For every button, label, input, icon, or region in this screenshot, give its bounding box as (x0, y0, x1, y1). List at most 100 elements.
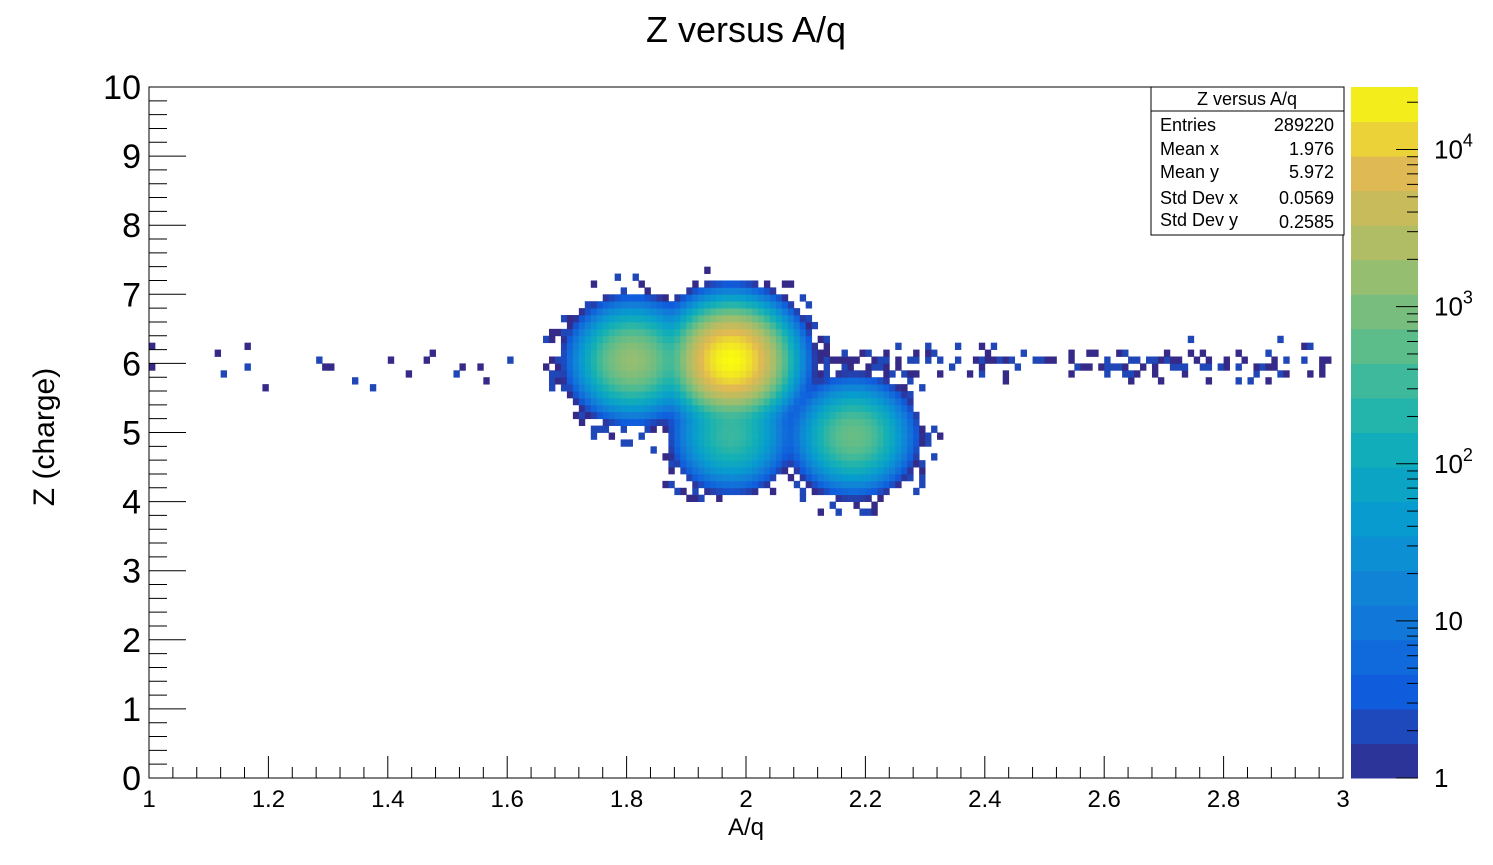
heatmap-cell (793, 321, 801, 330)
heatmap-cell (548, 377, 556, 385)
heatmap-cell (829, 453, 836, 461)
heatmap-cell (1205, 356, 1213, 364)
heatmap-cell (853, 391, 860, 399)
heatmap-cell (835, 377, 842, 385)
heatmap-cell (1235, 377, 1242, 385)
heatmap-cell (751, 308, 759, 316)
heatmap-cell (853, 487, 860, 496)
heatmap-cell (578, 356, 586, 364)
heatmap-cell (883, 349, 890, 357)
heatmap-cell (644, 287, 651, 295)
heatmap-cell (734, 397, 741, 406)
heatmap-cell (632, 356, 639, 364)
heatmap-cell (751, 342, 759, 350)
heatmap-cell (686, 494, 693, 502)
heatmap-cell (1163, 356, 1171, 364)
heatmap-cell (1235, 349, 1242, 357)
heatmap-cell (829, 391, 836, 399)
heatmap-cell (740, 370, 747, 378)
heatmap-cell (704, 411, 711, 420)
heatmap-cell (787, 460, 795, 468)
x-tick-label: 2.2 (849, 786, 882, 813)
heatmap-cell (698, 494, 705, 502)
heatmap-cell (680, 294, 687, 302)
heatmap-cell (644, 397, 651, 406)
heatmap-cell (668, 439, 675, 447)
heatmap-cell (865, 384, 872, 392)
heatmap-cell (704, 425, 711, 433)
heatmap-cell (775, 294, 783, 302)
heatmap-cell (835, 473, 842, 482)
heatmap-cell (740, 342, 747, 350)
heatmap-cell (644, 294, 651, 302)
heatmap-cell (674, 397, 681, 406)
heatmap-cell (656, 342, 663, 350)
chart-title: Z versus A/q (646, 9, 846, 50)
heatmap-cell (734, 439, 741, 447)
heatmap-cell (626, 363, 633, 371)
heatmap-cell (590, 397, 598, 406)
heatmap-cell (859, 411, 866, 420)
heatmap-cell (728, 487, 735, 496)
heatmap-cell (799, 425, 807, 433)
heatmap-cell (823, 349, 830, 357)
heatmap-cell (620, 384, 627, 392)
heatmap-cell (746, 439, 753, 447)
heatmap-cell (853, 404, 860, 413)
heatmap-cell (793, 397, 801, 406)
heatmap-cell (889, 404, 896, 413)
heatmap-cell (746, 425, 753, 433)
heatmap-cell (620, 294, 627, 302)
heatmap-cell (686, 335, 693, 344)
heatmap-cell (328, 363, 335, 371)
heatmap-cell (805, 377, 813, 385)
heatmap-cell (805, 363, 813, 371)
heatmap-cell (614, 397, 622, 406)
heatmap-cell (722, 460, 729, 468)
heatmap-cell (638, 363, 645, 371)
heatmap-cell (1277, 335, 1284, 344)
heatmap-cell (728, 377, 735, 385)
heatmap-cell (841, 418, 848, 426)
heatmap-cell (829, 384, 836, 392)
heatmap-cell (978, 342, 986, 350)
heatmap-cell (740, 349, 747, 357)
heatmap-cell (698, 321, 705, 330)
heatmap-cell (877, 473, 884, 482)
heatmap-cell (632, 335, 639, 344)
heatmap-cell (740, 480, 747, 489)
heatmap-cell (757, 301, 765, 309)
heatmap-cell (877, 494, 884, 502)
heatmap-cell (620, 391, 627, 399)
heatmap-cell (787, 328, 795, 337)
heatmap-cell (686, 432, 693, 440)
heatmap-cell (853, 370, 860, 378)
heatmap-cell (716, 287, 723, 295)
heatmap-cell (787, 473, 795, 482)
heatmap-cell (740, 328, 747, 337)
heatmap-cell (769, 473, 777, 482)
heatmap-cell (584, 404, 592, 413)
heatmap-cell (913, 446, 920, 454)
heatmap-cell (919, 425, 926, 433)
heatmap-cell (781, 280, 789, 288)
heatmap-cell (734, 432, 741, 440)
heatmap-cell (608, 356, 616, 364)
heatmap-cell (799, 349, 807, 357)
heatmap-cell (740, 391, 747, 399)
heatmap-cell (871, 453, 878, 461)
heatmap-cell (823, 335, 830, 344)
heatmap-cell (608, 363, 616, 371)
heatmap-cell (1122, 363, 1129, 371)
heatmap-cell (865, 418, 872, 426)
heatmap-cell (793, 404, 801, 413)
heatmap-cell (805, 460, 813, 468)
heatmap-cell (805, 473, 813, 482)
heatmap-cell (1068, 356, 1075, 364)
heatmap-cell (698, 356, 705, 364)
heatmap-cell (781, 301, 789, 309)
heatmap-cell (1044, 356, 1051, 364)
heatmap-cell (895, 439, 902, 447)
heatmap-cell (793, 384, 801, 392)
